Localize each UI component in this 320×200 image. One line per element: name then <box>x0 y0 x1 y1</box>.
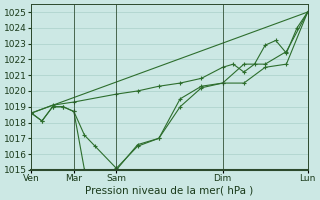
X-axis label: Pression niveau de la mer( hPa ): Pression niveau de la mer( hPa ) <box>85 186 254 196</box>
